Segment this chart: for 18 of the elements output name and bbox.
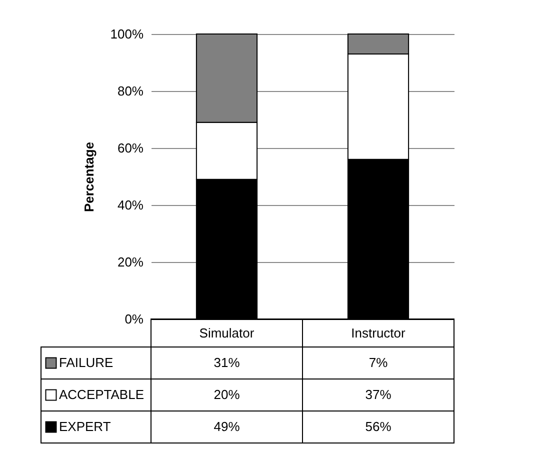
y-tick-label: 40% bbox=[117, 198, 144, 212]
data-label: 7% bbox=[368, 355, 388, 370]
data-label: 37% bbox=[365, 387, 392, 402]
legend-label: EXPERT bbox=[59, 419, 111, 434]
legend-label: ACCEPTABLE bbox=[59, 387, 144, 402]
y-tick-label: 100% bbox=[110, 26, 144, 42]
y-tick-label: 80% bbox=[117, 84, 144, 98]
y-tick-label: 20% bbox=[117, 254, 144, 270]
x-tick-label: Simulator bbox=[199, 326, 255, 340]
data-label: 56% bbox=[365, 419, 392, 434]
data-label: 31% bbox=[214, 355, 240, 370]
legend-label: FAILURE bbox=[59, 355, 114, 370]
x-tick-label: Instructor bbox=[351, 326, 406, 340]
y-tick-label: 0% bbox=[124, 312, 144, 326]
y-axis-title: Percentage bbox=[81, 142, 96, 212]
data-label: 49% bbox=[214, 419, 240, 434]
data-label: 20% bbox=[214, 387, 240, 402]
y-tick-label: 60% bbox=[117, 140, 144, 156]
